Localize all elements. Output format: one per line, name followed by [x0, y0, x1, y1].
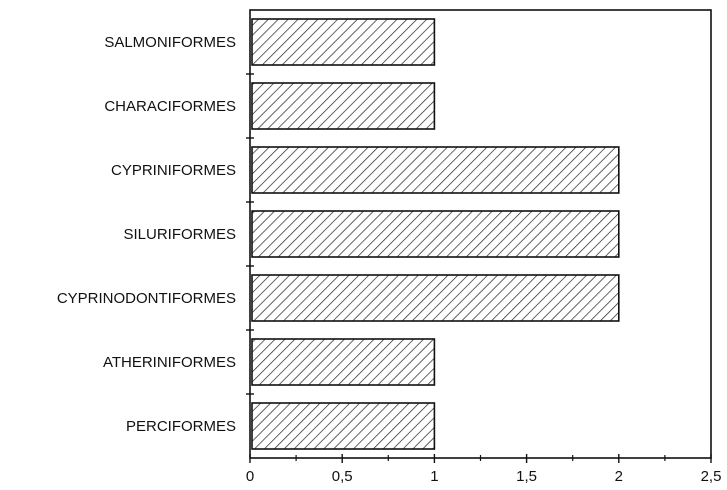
category-labels: SALMONIFORMES CHARACIFORMES CYPRINIFORMES S…	[57, 34, 236, 435]
category-label-salmoniformes: SALMONIFORMES	[104, 34, 236, 51]
x-tick-label: 1,5	[516, 468, 537, 485]
bar-characiformes	[251, 82, 436, 130]
bar-siluriformes	[251, 210, 620, 258]
category-label-atheriniformes: ATHERINIFORMES	[103, 354, 236, 371]
category-label-perciformes: PERCIFORMES	[126, 418, 236, 435]
bar-atheriniformes	[251, 338, 436, 386]
bar-cyprinodontiformes	[251, 274, 620, 322]
bars-layer	[251, 18, 620, 450]
category-label-characiformes: CHARACIFORMES	[104, 98, 236, 115]
x-axis-ticks: 0 0,5 1 1,5 2 2,5	[246, 454, 722, 485]
bar-perciformes	[251, 402, 436, 450]
x-tick-label: 0,5	[332, 468, 353, 485]
x-tick-label: 2	[615, 468, 623, 485]
bar-salmoniformes	[251, 18, 436, 66]
category-label-siluriformes: SILURIFORMES	[123, 226, 236, 243]
category-label-cyprinodontiformes: CYPRINODONTIFORMES	[57, 290, 236, 307]
category-label-cypriniformes: CYPRINIFORMES	[111, 162, 236, 179]
x-tick-label: 2,5	[701, 468, 722, 485]
bar-cypriniformes	[251, 146, 620, 194]
x-tick-label: 1	[430, 468, 438, 485]
x-tick-label: 0	[246, 468, 254, 485]
